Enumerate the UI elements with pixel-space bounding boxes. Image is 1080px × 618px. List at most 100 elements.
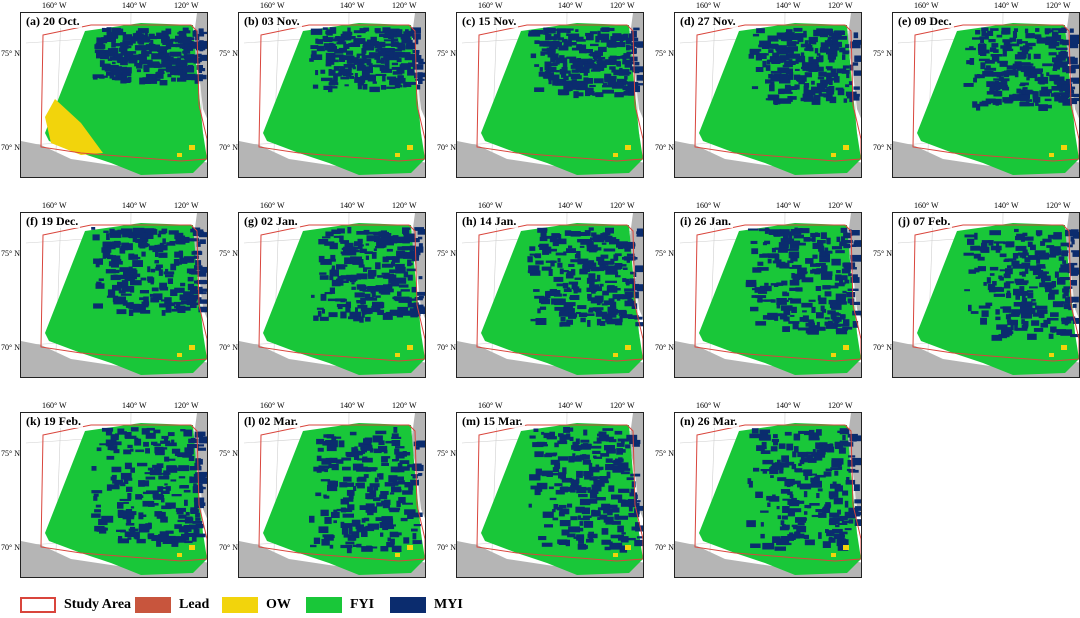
latitude-tick-label: 70° N — [437, 343, 456, 352]
map-panel: (j) 07 Feb. — [892, 212, 1080, 378]
longitude-tick-label: 160° W — [260, 1, 285, 10]
longitude-tick-label: 160° W — [478, 401, 503, 410]
longitude-tick-label: 120° W — [392, 201, 417, 210]
longitude-tick-label: 120° W — [1046, 201, 1071, 210]
open-water-area — [177, 545, 195, 557]
longitude-tick-label: 140° W — [558, 201, 583, 210]
latitude-tick-label: 70° N — [1, 543, 20, 552]
map-panel: (a) 20 Oct. — [20, 12, 208, 178]
open-water-area — [45, 99, 195, 157]
map-panel: (b) 03 Nov. — [238, 12, 426, 178]
myi-area — [748, 27, 861, 105]
map-panel: (c) 15 Nov. — [456, 12, 644, 178]
map-panel: (n) 26 Mar. — [674, 412, 862, 578]
latitude-tick-label: 70° N — [219, 343, 238, 352]
study-area-outline — [694, 224, 861, 362]
longitude-tick-label: 140° W — [122, 1, 147, 10]
latitude-tick-label: 75° N — [437, 449, 456, 458]
map-panel: (g) 02 Jan. — [238, 212, 426, 378]
panel-date-label: (d) 27 Nov. — [678, 14, 738, 28]
sea-ice-map — [457, 13, 643, 177]
myi-area — [311, 227, 425, 323]
open-water-area — [1049, 345, 1067, 357]
longitude-tick-label: 140° W — [994, 201, 1019, 210]
open-water-area — [395, 345, 413, 357]
legend-label: OW — [266, 597, 291, 612]
legend-label: Study Area — [64, 597, 132, 612]
map-panel: (i) 26 Jan. — [674, 212, 862, 378]
map-panel: (e) 09 Dec. — [892, 12, 1080, 178]
sea-ice-map — [239, 213, 425, 377]
ow-swatch — [222, 597, 258, 613]
sea-ice-map — [457, 213, 643, 377]
study-area-outline — [40, 224, 207, 362]
longitude-tick-label: 120° W — [828, 201, 853, 210]
latitude-tick-label: 75° N — [219, 449, 238, 458]
sea-ice-map — [21, 213, 207, 377]
latitude-tick-label: 70° N — [655, 543, 674, 552]
open-water-area — [613, 545, 631, 557]
longitude-tick-label: 160° W — [696, 401, 721, 410]
study-area-outline — [912, 24, 1079, 162]
open-water-area — [395, 545, 413, 557]
map-panel: (k) 19 Feb. — [20, 412, 208, 578]
myi-area — [745, 227, 861, 335]
map-panel: (m) 15 Mar. — [456, 412, 644, 578]
latitude-tick-label: 75° N — [873, 49, 892, 58]
longitude-tick-label: 120° W — [1046, 1, 1071, 10]
longitude-tick-label: 160° W — [478, 1, 503, 10]
fyi-area — [481, 423, 643, 575]
longitude-tick-label: 160° W — [42, 401, 67, 410]
sea-ice-map — [21, 413, 207, 577]
legend: Study Area Lead OW FYI MYI — [0, 592, 1080, 618]
longitude-tick-label: 120° W — [392, 401, 417, 410]
panel-date-label: (c) 15 Nov. — [460, 14, 519, 28]
longitude-tick-label: 140° W — [558, 401, 583, 410]
study-area-outline — [476, 424, 643, 562]
map-panel: (f) 19 Dec. — [20, 212, 208, 378]
longitude-tick-label: 140° W — [340, 1, 365, 10]
panel-date-label: (l) 02 Mar. — [242, 414, 300, 428]
fyi-swatch — [306, 597, 342, 613]
latitude-tick-label: 70° N — [437, 143, 456, 152]
sea-ice-map — [21, 13, 207, 177]
longitude-tick-label: 140° W — [122, 401, 147, 410]
panel-date-label: (h) 14 Jan. — [460, 214, 519, 228]
latitude-tick-label: 75° N — [219, 249, 238, 258]
latitude-tick-label: 70° N — [873, 143, 892, 152]
map-panel-grid: (a) 20 Oct. 160° W 140° W 120° W 75° N 70° N (… — [1, 1, 1080, 578]
myi-area — [91, 227, 207, 316]
panel-date-label: (k) 19 Feb. — [24, 414, 83, 428]
longitude-tick-label: 120° W — [174, 401, 199, 410]
longitude-tick-label: 120° W — [610, 401, 635, 410]
latitude-tick-label: 70° N — [873, 343, 892, 352]
study-area-outline — [476, 224, 643, 362]
study-area-swatch — [20, 597, 56, 613]
open-water-area — [831, 145, 849, 157]
latitude-tick-label: 75° N — [437, 49, 456, 58]
panel-date-label: (a) 20 Oct. — [24, 14, 82, 28]
legend-label: Lead — [179, 597, 210, 612]
longitude-tick-label: 120° W — [828, 401, 853, 410]
longitude-tick-label: 160° W — [260, 201, 285, 210]
longitude-tick-label: 140° W — [776, 201, 801, 210]
open-water-area — [395, 145, 413, 157]
longitude-tick-label: 160° W — [260, 401, 285, 410]
latitude-tick-label: 75° N — [1, 249, 20, 258]
longitude-tick-label: 120° W — [392, 1, 417, 10]
sea-ice-map — [893, 213, 1079, 377]
longitude-tick-label: 160° W — [42, 201, 67, 210]
latitude-tick-label: 75° N — [219, 49, 238, 58]
latitude-tick-label: 75° N — [1, 49, 20, 58]
longitude-tick-label: 160° W — [914, 201, 939, 210]
map-panel: (l) 02 Mar. — [238, 412, 426, 578]
open-water-area — [177, 345, 195, 357]
myi-area — [309, 27, 425, 93]
latitude-tick-label: 75° N — [655, 449, 674, 458]
longitude-tick-label: 160° W — [696, 201, 721, 210]
study-area-outline — [912, 224, 1079, 362]
latitude-tick-label: 70° N — [219, 143, 238, 152]
latitude-tick-label: 75° N — [1, 449, 20, 458]
myi-area — [527, 227, 643, 327]
panel-date-label: (f) 19 Dec. — [24, 214, 81, 228]
